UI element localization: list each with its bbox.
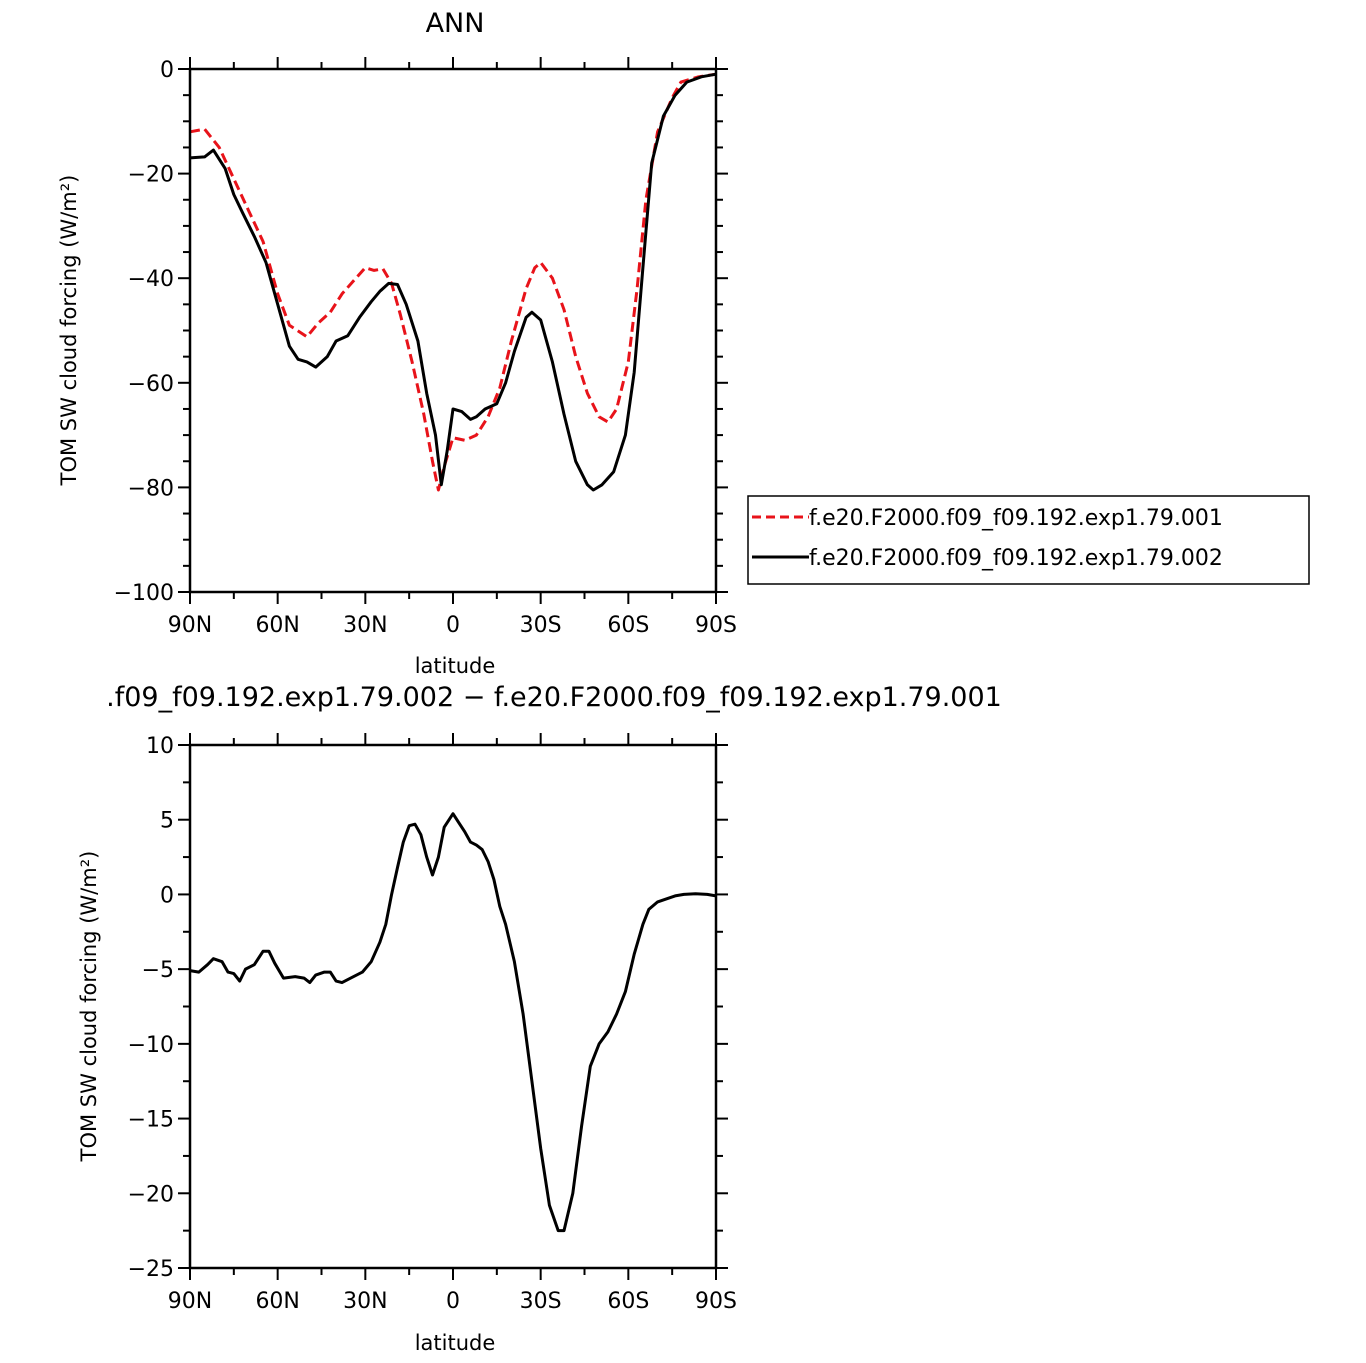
top-x-axis-label: latitude bbox=[415, 654, 496, 678]
top-plot-frame bbox=[188, 67, 718, 594]
top-chart-title: ANN bbox=[426, 8, 485, 39]
y-tick-label: 10 bbox=[146, 734, 174, 759]
x-tick-label: 30N bbox=[343, 613, 387, 638]
y-tick-label: −5 bbox=[142, 958, 174, 983]
y-tick-label: 0 bbox=[160, 58, 174, 83]
top-y-axis-label: TOM SW cloud forcing (W/m²) bbox=[57, 175, 81, 487]
x-tick-label: 90S bbox=[695, 613, 737, 638]
bottom-x-axis-label: latitude bbox=[415, 1331, 496, 1355]
top-plot-area: 90N 60N 30N 0 30S 60S 90S 0 −20 −40 −60 −80 −100 bbox=[114, 57, 737, 638]
bottom-y-axis-label: TOM SW cloud forcing (W/m²) bbox=[77, 851, 101, 1163]
x-tick-label: 30S bbox=[520, 1289, 562, 1314]
y-tick-label: −15 bbox=[128, 1108, 174, 1133]
top-panel: ANN 90N 60N 30N 0 30S 60S 90S 0 −20 −40 −60 −80 −100… bbox=[57, 8, 1310, 678]
legend-box bbox=[747, 495, 1310, 585]
series-line-1 bbox=[189, 72, 717, 492]
bottom-plot-frame bbox=[188, 743, 718, 1270]
y-tick-label: −60 bbox=[128, 372, 174, 397]
x-tick-label: 60S bbox=[607, 613, 649, 638]
y-tick-label: −25 bbox=[128, 1257, 174, 1282]
y-tick-label: −80 bbox=[128, 476, 174, 501]
x-tick-label: 60S bbox=[607, 1289, 649, 1314]
x-tick-label: 90S bbox=[695, 1289, 737, 1314]
series-line-1 bbox=[189, 812, 717, 1233]
x-tick-label: 60N bbox=[255, 1289, 299, 1314]
x-tick-label: 0 bbox=[446, 613, 460, 638]
bottom-chart-title: .f09_f09.192.exp1.79.002 − f.e20.F2000.f… bbox=[106, 682, 1002, 713]
bottom-plot-area: 90N 60N 30N 0 30S 60S 90S 10 5 0 −5 −10 −15 −20 −25 bbox=[128, 733, 737, 1314]
y-tick-label: 5 bbox=[160, 809, 174, 834]
bottom-panel: .f09_f09.192.exp1.79.002 − f.e20.F2000.f… bbox=[77, 682, 1002, 1355]
x-tick-label: 90N bbox=[168, 613, 212, 638]
legend-label-series-2: f.e20.F2000.f09_f09.192.exp1.79.002 bbox=[809, 546, 1223, 571]
x-tick-label: 30N bbox=[343, 1289, 387, 1314]
y-tick-label: 0 bbox=[160, 883, 174, 908]
y-tick-label: −40 bbox=[128, 267, 174, 292]
legend: f.e20.F2000.f09_f09.192.exp1.79.001 f.e2… bbox=[747, 495, 1310, 585]
y-tick-label: −10 bbox=[128, 1033, 174, 1058]
legend-label-series-1: f.e20.F2000.f09_f09.192.exp1.79.001 bbox=[809, 506, 1223, 531]
series-line-2 bbox=[189, 72, 717, 492]
x-tick-label: 0 bbox=[446, 1289, 460, 1314]
x-tick-label: 90N bbox=[168, 1289, 212, 1314]
y-tick-label: −20 bbox=[128, 1182, 174, 1207]
x-tick-label: 30S bbox=[520, 613, 562, 638]
x-tick-label: 60N bbox=[255, 613, 299, 638]
y-tick-label: −100 bbox=[114, 581, 174, 606]
y-tick-label: −20 bbox=[128, 163, 174, 188]
